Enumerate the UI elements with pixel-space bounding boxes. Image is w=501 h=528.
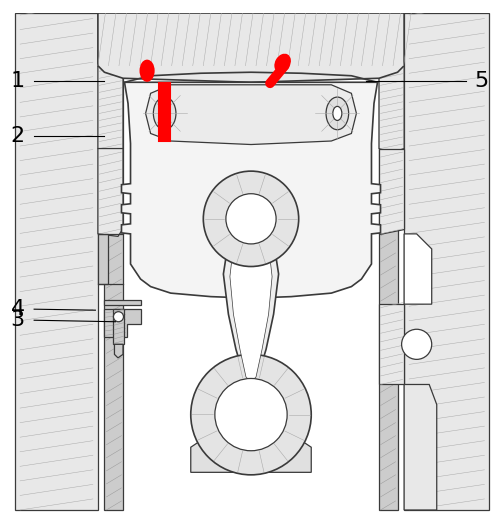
Polygon shape <box>104 65 123 510</box>
Polygon shape <box>104 300 140 305</box>
Circle shape <box>401 329 431 360</box>
Text: 2: 2 <box>11 126 25 146</box>
Polygon shape <box>378 304 403 384</box>
Polygon shape <box>15 13 98 510</box>
Circle shape <box>190 354 311 475</box>
Polygon shape <box>378 65 403 151</box>
Polygon shape <box>403 13 488 510</box>
Polygon shape <box>98 234 108 284</box>
Text: 4: 4 <box>11 299 25 319</box>
Polygon shape <box>98 13 403 82</box>
Polygon shape <box>104 309 140 337</box>
Ellipse shape <box>140 61 153 81</box>
Polygon shape <box>98 65 123 151</box>
Ellipse shape <box>153 97 175 130</box>
Polygon shape <box>113 309 124 344</box>
Ellipse shape <box>275 55 289 72</box>
Circle shape <box>203 171 298 267</box>
Circle shape <box>225 194 276 244</box>
Text: 1: 1 <box>11 71 25 91</box>
Polygon shape <box>98 148 123 237</box>
Polygon shape <box>229 224 272 382</box>
Bar <box>159 83 170 141</box>
Polygon shape <box>378 65 397 510</box>
Text: 5: 5 <box>474 71 488 91</box>
Circle shape <box>113 312 123 322</box>
Polygon shape <box>378 148 403 234</box>
Ellipse shape <box>160 106 169 120</box>
Polygon shape <box>223 219 278 383</box>
Polygon shape <box>145 85 356 145</box>
Polygon shape <box>114 344 123 358</box>
Polygon shape <box>403 384 436 510</box>
Circle shape <box>214 379 287 451</box>
Polygon shape <box>190 435 311 473</box>
Ellipse shape <box>332 106 341 120</box>
Polygon shape <box>403 234 431 304</box>
Text: 3: 3 <box>11 310 25 330</box>
Polygon shape <box>121 82 380 298</box>
Ellipse shape <box>326 97 348 130</box>
